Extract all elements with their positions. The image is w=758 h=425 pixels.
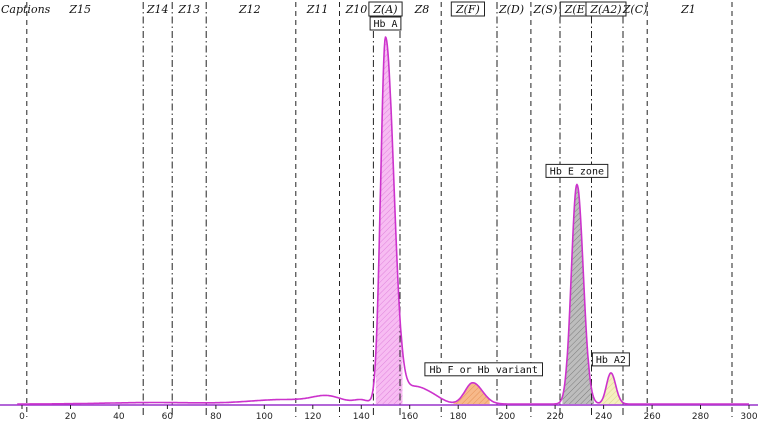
zone-label-12: Z(A2) — [589, 3, 621, 16]
annotation-label-0: Hb A — [373, 19, 397, 30]
annotation-box-1 — [424, 362, 543, 377]
peak-fill-3 — [598, 372, 623, 404]
zone-label-6: Z(A) — [372, 3, 397, 16]
zone-label-5: Z10 — [345, 3, 368, 16]
annotation-label-3: Hb A2 — [596, 355, 626, 366]
annotation-box-2 — [545, 163, 609, 178]
captions-label: Captions — [1, 3, 51, 16]
x-tick-label-60: 60 — [162, 412, 174, 422]
zone-label-0: Z15 — [68, 3, 91, 16]
zone-box-8 — [450, 1, 485, 17]
x-tick-label-160: 160 — [401, 412, 418, 422]
zone-label-2: Z13 — [177, 3, 200, 16]
annotation-label-2: Hb E zone — [550, 166, 604, 177]
x-tick-label-220: 220 — [547, 412, 564, 422]
annotation-box-0 — [369, 16, 402, 31]
zone-boundaries — [26, 2, 733, 417]
x-tick-label-280: 280 — [692, 412, 709, 422]
x-tick-label-300: 300 — [740, 412, 757, 422]
x-tick-label-40: 40 — [113, 412, 125, 422]
x-tick-label-240: 240 — [595, 412, 612, 422]
peak-fills — [375, 37, 623, 404]
x-tick-label-20: 20 — [65, 412, 77, 422]
zone-label-3: Z12 — [238, 3, 261, 16]
peak-fill-2 — [562, 184, 594, 404]
zone-box-6 — [368, 1, 403, 17]
x-tick-label-80: 80 — [210, 412, 222, 422]
x-tick-label-100: 100 — [256, 412, 273, 422]
x-tick-label-140: 140 — [353, 412, 370, 422]
annotation-label-1: Hb F or Hb variant — [430, 365, 538, 376]
x-tick-label-0: 0 — [19, 412, 25, 422]
x-tick-label-260: 260 — [644, 412, 661, 422]
zone-label-14: Z1 — [680, 3, 696, 16]
annotation-box-3 — [591, 352, 630, 367]
zone-label-8: Z(F) — [455, 3, 480, 16]
zone-label-11: Z(E) — [564, 3, 589, 16]
zone-label-10: Z(S) — [533, 3, 558, 16]
zone-label-9: Z(D) — [498, 3, 524, 16]
peak-fill-1 — [453, 382, 490, 404]
x-tick-label-200: 200 — [498, 412, 515, 422]
signal-line — [17, 36, 750, 405]
chromatogram-curve — [17, 36, 750, 405]
x-tick-label-180: 180 — [450, 412, 467, 422]
zone-box-12 — [585, 1, 627, 17]
x-axis: 0 20 40 60 80 100 120 140 160 180 200 220 240 260 280 3… — [0, 404, 758, 422]
zone-label-13: Z(C) — [622, 3, 648, 16]
zone-label-1: Z14 — [146, 3, 169, 16]
zone-caption-row: Captions Z15 Z14 Z13 Z12 Z11 Z10 Z(A) Z8 Z(F) Z(D… — [1, 1, 696, 17]
zone-label-4: Z11 — [306, 3, 329, 16]
peak-annotations: Hb A Hb F or Hb variant Hb E zone Hb A2 — [369, 16, 630, 377]
zone-label-7: Z8 — [414, 3, 430, 16]
x-tick-label-120: 120 — [304, 412, 321, 422]
